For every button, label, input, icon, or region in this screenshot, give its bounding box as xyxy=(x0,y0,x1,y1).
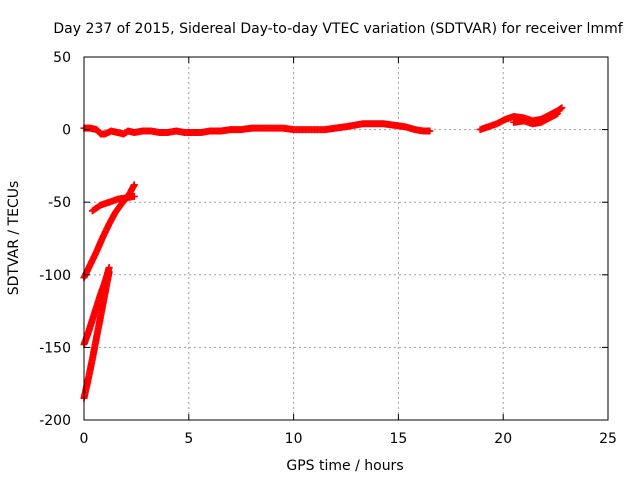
y-tick-label: 0 xyxy=(62,123,71,139)
x-tick-label: 10 xyxy=(285,431,303,447)
x-axis-title: GPS time / hours xyxy=(286,458,403,474)
x-tick-label: 25 xyxy=(599,431,617,447)
data-point xyxy=(558,104,566,112)
series-main xyxy=(80,120,434,138)
y-axis-title: SDTVAR / TECUs xyxy=(6,181,22,296)
y-tick-label: 50 xyxy=(53,50,71,66)
x-tick-label: 5 xyxy=(184,431,193,447)
series-late-segment-lower xyxy=(510,110,562,128)
axis-ticks: 0 5 10 15 20 25 -200 -150 -100 -50 0 50 xyxy=(39,50,617,447)
chart-title: Day 237 of 2015, Sidereal Day-to-day VTE… xyxy=(53,21,623,37)
x-tick-label: 15 xyxy=(389,431,407,447)
series-ramp-3 xyxy=(80,268,113,402)
series-ramp-1 xyxy=(80,181,138,282)
data-point xyxy=(105,268,113,276)
x-tick-label: 20 xyxy=(494,431,512,447)
y-tick-label: -50 xyxy=(48,195,71,211)
y-tick-label: -200 xyxy=(39,413,71,429)
data-point xyxy=(554,110,562,118)
data-point xyxy=(426,127,434,135)
series-ramp-1b xyxy=(88,192,138,215)
y-tick-label: -150 xyxy=(39,340,71,356)
y-tick-label: -100 xyxy=(39,268,71,284)
plot-frame xyxy=(83,56,609,421)
data-series xyxy=(80,104,566,402)
data-point xyxy=(130,192,138,200)
x-tick-label: 0 xyxy=(80,431,89,447)
grid-lines xyxy=(84,57,608,420)
data-point xyxy=(130,181,138,189)
